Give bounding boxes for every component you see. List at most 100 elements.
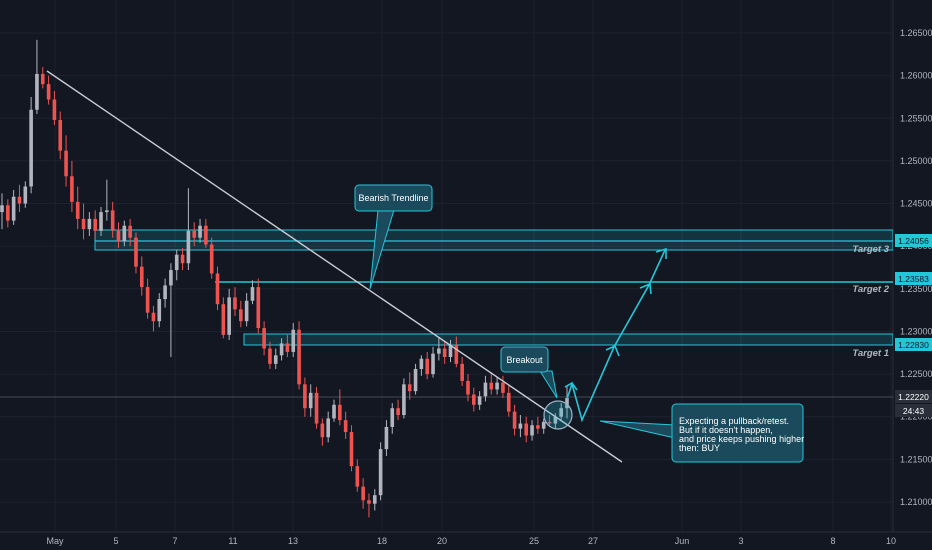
candle-body	[239, 309, 243, 322]
candle-body	[425, 358, 430, 375]
candle	[448, 339, 453, 363]
candle-body	[209, 244, 214, 274]
candle	[349, 425, 354, 472]
candle	[58, 111, 63, 160]
candle-body	[268, 348, 272, 364]
date-tick-label: 20	[437, 536, 447, 546]
candle	[227, 288, 231, 340]
candle	[180, 247, 185, 271]
candle	[279, 338, 284, 361]
target-1-label: Target 1	[852, 348, 889, 359]
candle	[262, 321, 266, 356]
candle	[512, 404, 517, 436]
candle-body	[477, 396, 482, 405]
candle	[250, 280, 255, 305]
candle-body	[384, 426, 389, 450]
candle-body	[349, 432, 354, 467]
candle-body	[297, 329, 301, 385]
price-tick-label: 1.26000	[900, 71, 932, 81]
candle-body	[512, 411, 517, 429]
candle-body	[559, 408, 563, 417]
candle	[70, 160, 74, 213]
target-1-tag-text: 1.22830	[898, 340, 929, 350]
candle	[326, 411, 330, 443]
candle	[390, 403, 395, 434]
trendline-callout-text: Bearish Trendline	[358, 193, 428, 203]
candle-body	[495, 382, 499, 390]
target-2-price-tag: 1.23583	[895, 272, 932, 285]
candle	[419, 355, 424, 376]
candle-body	[157, 299, 162, 322]
last-price-tag-text: 1.22220	[898, 392, 929, 402]
candle-body	[419, 358, 424, 369]
candle-body	[279, 343, 284, 356]
candle	[81, 203, 86, 240]
candle	[343, 411, 348, 439]
candle-body	[233, 297, 237, 310]
candle	[495, 377, 499, 395]
candle	[501, 375, 505, 398]
candle-body	[285, 343, 290, 352]
candle	[524, 416, 529, 443]
candle	[99, 206, 103, 236]
candle	[139, 256, 144, 296]
candle	[285, 334, 290, 358]
candle-body	[186, 230, 191, 264]
candle	[361, 478, 365, 509]
candle	[303, 377, 307, 417]
candle	[239, 300, 243, 328]
candle-body	[454, 345, 459, 364]
candle	[134, 232, 138, 274]
breakout-callout-pointer	[539, 370, 558, 399]
candle-body	[198, 225, 202, 238]
candle-body	[291, 329, 296, 352]
candle-body	[338, 404, 342, 421]
candle-body	[139, 266, 144, 288]
candles	[0, 39, 569, 518]
candle-body	[17, 196, 22, 204]
candle-body	[530, 425, 534, 436]
candle	[559, 403, 563, 421]
candle	[116, 222, 121, 248]
candle-body	[64, 150, 68, 177]
candle-body	[81, 218, 86, 230]
candle	[52, 90, 57, 126]
last-price-tag-bg	[895, 390, 932, 403]
time-axis: May 5 7 11 13 18 20 25 27 Jun 3 8 10	[46, 536, 896, 546]
candle	[454, 336, 459, 368]
candle	[151, 305, 156, 332]
target-3-tag-text: 1.24056	[898, 236, 929, 246]
candle-body	[75, 201, 80, 219]
candle	[355, 459, 360, 492]
price-tick-label: 1.25500	[900, 113, 932, 123]
candle-body	[303, 384, 307, 409]
date-tick-label: 10	[886, 536, 896, 546]
candle-body	[40, 73, 45, 85]
candle	[145, 278, 150, 319]
trendline-callout: Bearish Trendline	[354, 184, 433, 290]
candle	[163, 278, 167, 308]
candle-body	[134, 237, 138, 267]
price-tick-label: 1.26500	[900, 28, 932, 38]
date-tick-label: 11	[228, 536, 237, 546]
candle	[273, 348, 278, 369]
candle	[128, 218, 132, 247]
candle	[29, 96, 33, 194]
candle	[11, 189, 16, 225]
candle-body	[524, 423, 529, 436]
candle	[291, 322, 296, 358]
candle	[314, 386, 319, 429]
candle-body	[518, 423, 523, 429]
candle-body	[378, 449, 383, 496]
candle	[530, 420, 534, 441]
candle	[518, 415, 523, 438]
note-callout-box	[671, 403, 804, 463]
candle	[46, 75, 51, 105]
candle-body	[204, 225, 208, 245]
candle-body	[174, 254, 179, 271]
arrow-head-target-1	[605, 344, 620, 357]
candle-body	[128, 225, 132, 238]
candle-body	[314, 392, 319, 424]
price-tick-label: 1.21500	[900, 454, 932, 464]
candle	[268, 341, 272, 369]
